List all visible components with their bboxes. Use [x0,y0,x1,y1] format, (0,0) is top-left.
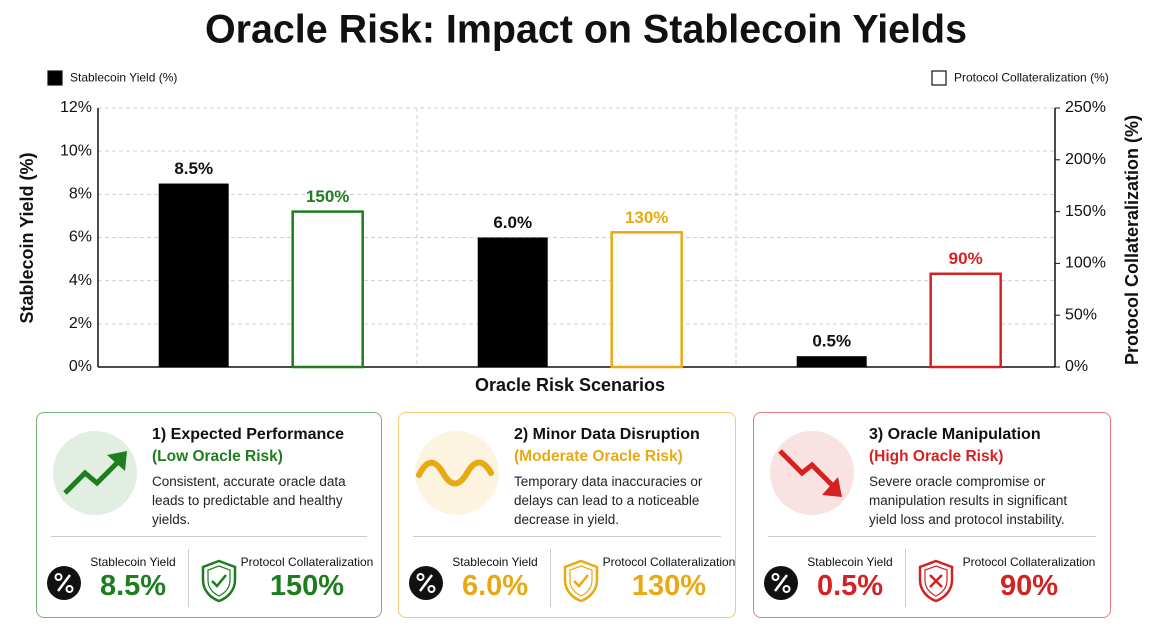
metric-label: Stablecoin Yield [807,555,893,569]
metric-label: Protocol Collateralization [240,555,374,569]
metric-value: 130% [631,570,707,602]
shield-icon [918,559,954,603]
divider [768,536,1096,537]
y2-tick-label: 100% [1065,255,1106,272]
value-label: 130% [625,208,668,227]
card-description: Severe oracle compromise or manipulation… [869,474,1068,527]
value-label: 0.5% [812,332,851,351]
y-tick-label: 2% [69,315,92,332]
x-axis-title: Oracle Risk Scenarios [475,375,665,395]
y2-tick-label: 150% [1065,203,1106,220]
metric-value: 150% [269,570,345,602]
y2-tick-label: 250% [1065,99,1106,116]
percent-icon [764,566,798,600]
trend-icon [770,431,854,515]
divider [413,536,721,537]
y-tick-label: 6% [69,229,92,246]
card-subtitle: (Moderate Oracle Risk) [514,448,683,465]
y2-tick-label: 0% [1065,358,1088,375]
divider [188,549,189,607]
y2-tick-label: 50% [1065,306,1097,323]
y-tick-label: 10% [60,142,92,159]
card-title: 3) Oracle Manipulation [869,426,1041,443]
card-subtitle: (High Oracle Risk) [869,448,1004,465]
y-axis-title: Stablecoin Yield (%) [17,152,37,323]
y2-tick-label: 200% [1065,151,1106,168]
legend-label: Stablecoin Yield (%) [70,71,177,85]
scenario-card: 2) Minor Data Disruption (Moderate Oracl… [398,412,736,618]
divider [550,549,551,607]
divider [51,536,367,537]
value-label: 150% [306,187,349,206]
legend-label: Protocol Collateralization (%) [954,71,1109,85]
metric-label: Protocol Collateralization [962,555,1096,569]
shield-icon [201,559,237,603]
chart-title: Oracle Risk: Impact on Stablecoin Yields [205,8,967,52]
card-description: Consistent, accurate oracle data leads t… [152,474,346,527]
card-description: Temporary data inaccuracies or delays ca… [514,474,703,527]
shield-icon [563,559,599,603]
value-label: 6.0% [493,213,532,232]
bar [291,210,364,369]
value-label: 8.5% [174,159,213,178]
wave-icon [415,431,499,515]
metric-value: 90% [999,570,1059,602]
y-tick-label: 4% [69,272,92,289]
metric-value: 8.5% [99,570,167,602]
card-subtitle: (Low Oracle Risk) [152,448,283,465]
chart: Oracle Risk: Impact on Stablecoin Yields… [17,8,1142,395]
bar [610,231,683,369]
card-title: 1) Expected Performance [152,426,345,443]
bar [929,272,1002,369]
metric-value: 6.0% [461,570,529,602]
percent-icon [409,566,443,600]
y2-axis-title: Protocol Collateralization (%) [1122,115,1142,365]
metric-label: Protocol Collateralization [602,555,736,569]
legend-swatch [47,70,63,86]
y-tick-label: 8% [69,186,92,203]
value-label: 90% [949,249,983,268]
metric-value: 0.5% [816,570,884,602]
percent-icon [47,566,81,600]
legend-swatch [931,70,947,86]
metric-label: Stablecoin Yield [90,555,176,569]
scenario-card: 3) Oracle Manipulation (High Oracle Risk… [753,412,1111,618]
metric-label: Stablecoin Yield [452,555,538,569]
bar [158,183,229,367]
trend-icon [53,431,137,515]
bar [477,237,548,367]
bar [796,356,867,367]
card-title: 2) Minor Data Disruption [514,426,700,443]
scenario-card: 1) Expected Performance (Low Oracle Risk… [36,412,382,618]
y-tick-label: 12% [60,99,92,116]
y-tick-label: 0% [69,358,92,375]
divider [905,549,906,607]
